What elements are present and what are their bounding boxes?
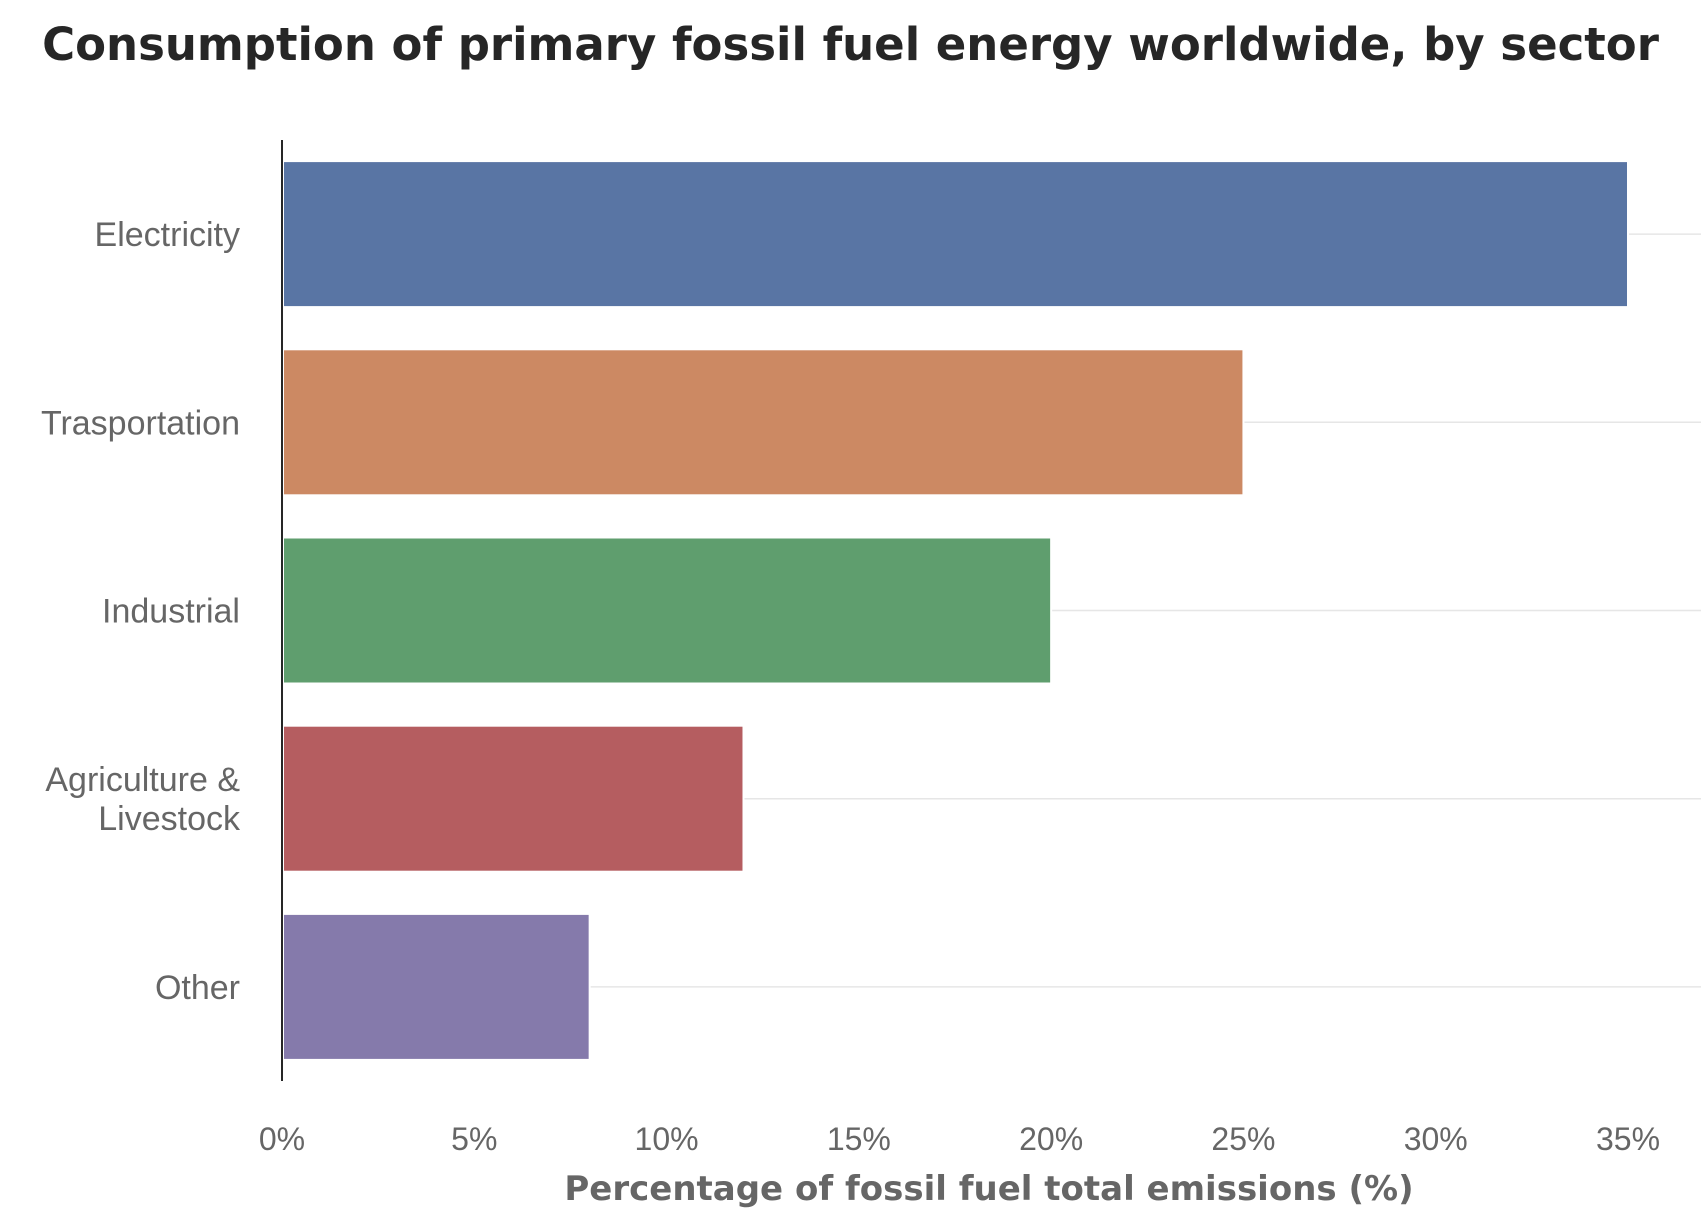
y-tick-label: Electricity bbox=[95, 216, 240, 254]
y-tick-label: Other bbox=[155, 969, 240, 1007]
bar-industrial bbox=[282, 536, 1053, 685]
y-tick-label: Trasportation bbox=[41, 404, 240, 442]
y-tick-labels: Electricity Trasportation Industrial Agricu… bbox=[41, 216, 241, 1007]
x-tick-label: 35% bbox=[1596, 1121, 1660, 1157]
x-tick-label: 5% bbox=[451, 1121, 497, 1157]
x-axis-label: Percentage of fossil fuel total emission… bbox=[564, 1169, 1413, 1209]
x-tick-label: 15% bbox=[827, 1121, 891, 1157]
bar-trasportation bbox=[282, 348, 1245, 497]
x-tick-labels: 0% 5% 10% 15% 20% 25% 30% 35% bbox=[259, 1121, 1660, 1157]
y-tick-label: Agriculture & Livestock bbox=[45, 761, 241, 838]
chart-title: Consumption of primary fossil fuel energ… bbox=[42, 18, 1659, 71]
x-tick-label: 25% bbox=[1211, 1121, 1275, 1157]
x-tick-label: 30% bbox=[1404, 1121, 1468, 1157]
x-tick-label: 10% bbox=[635, 1121, 699, 1157]
bars bbox=[282, 160, 1629, 1061]
y-tick-label: Industrial bbox=[102, 593, 240, 631]
x-tick-label: 0% bbox=[259, 1121, 305, 1157]
bar-electricity bbox=[282, 160, 1629, 309]
bar-agriculture-livestock bbox=[282, 724, 745, 873]
x-tick-label: 20% bbox=[1019, 1121, 1083, 1157]
bar-other bbox=[282, 912, 591, 1061]
